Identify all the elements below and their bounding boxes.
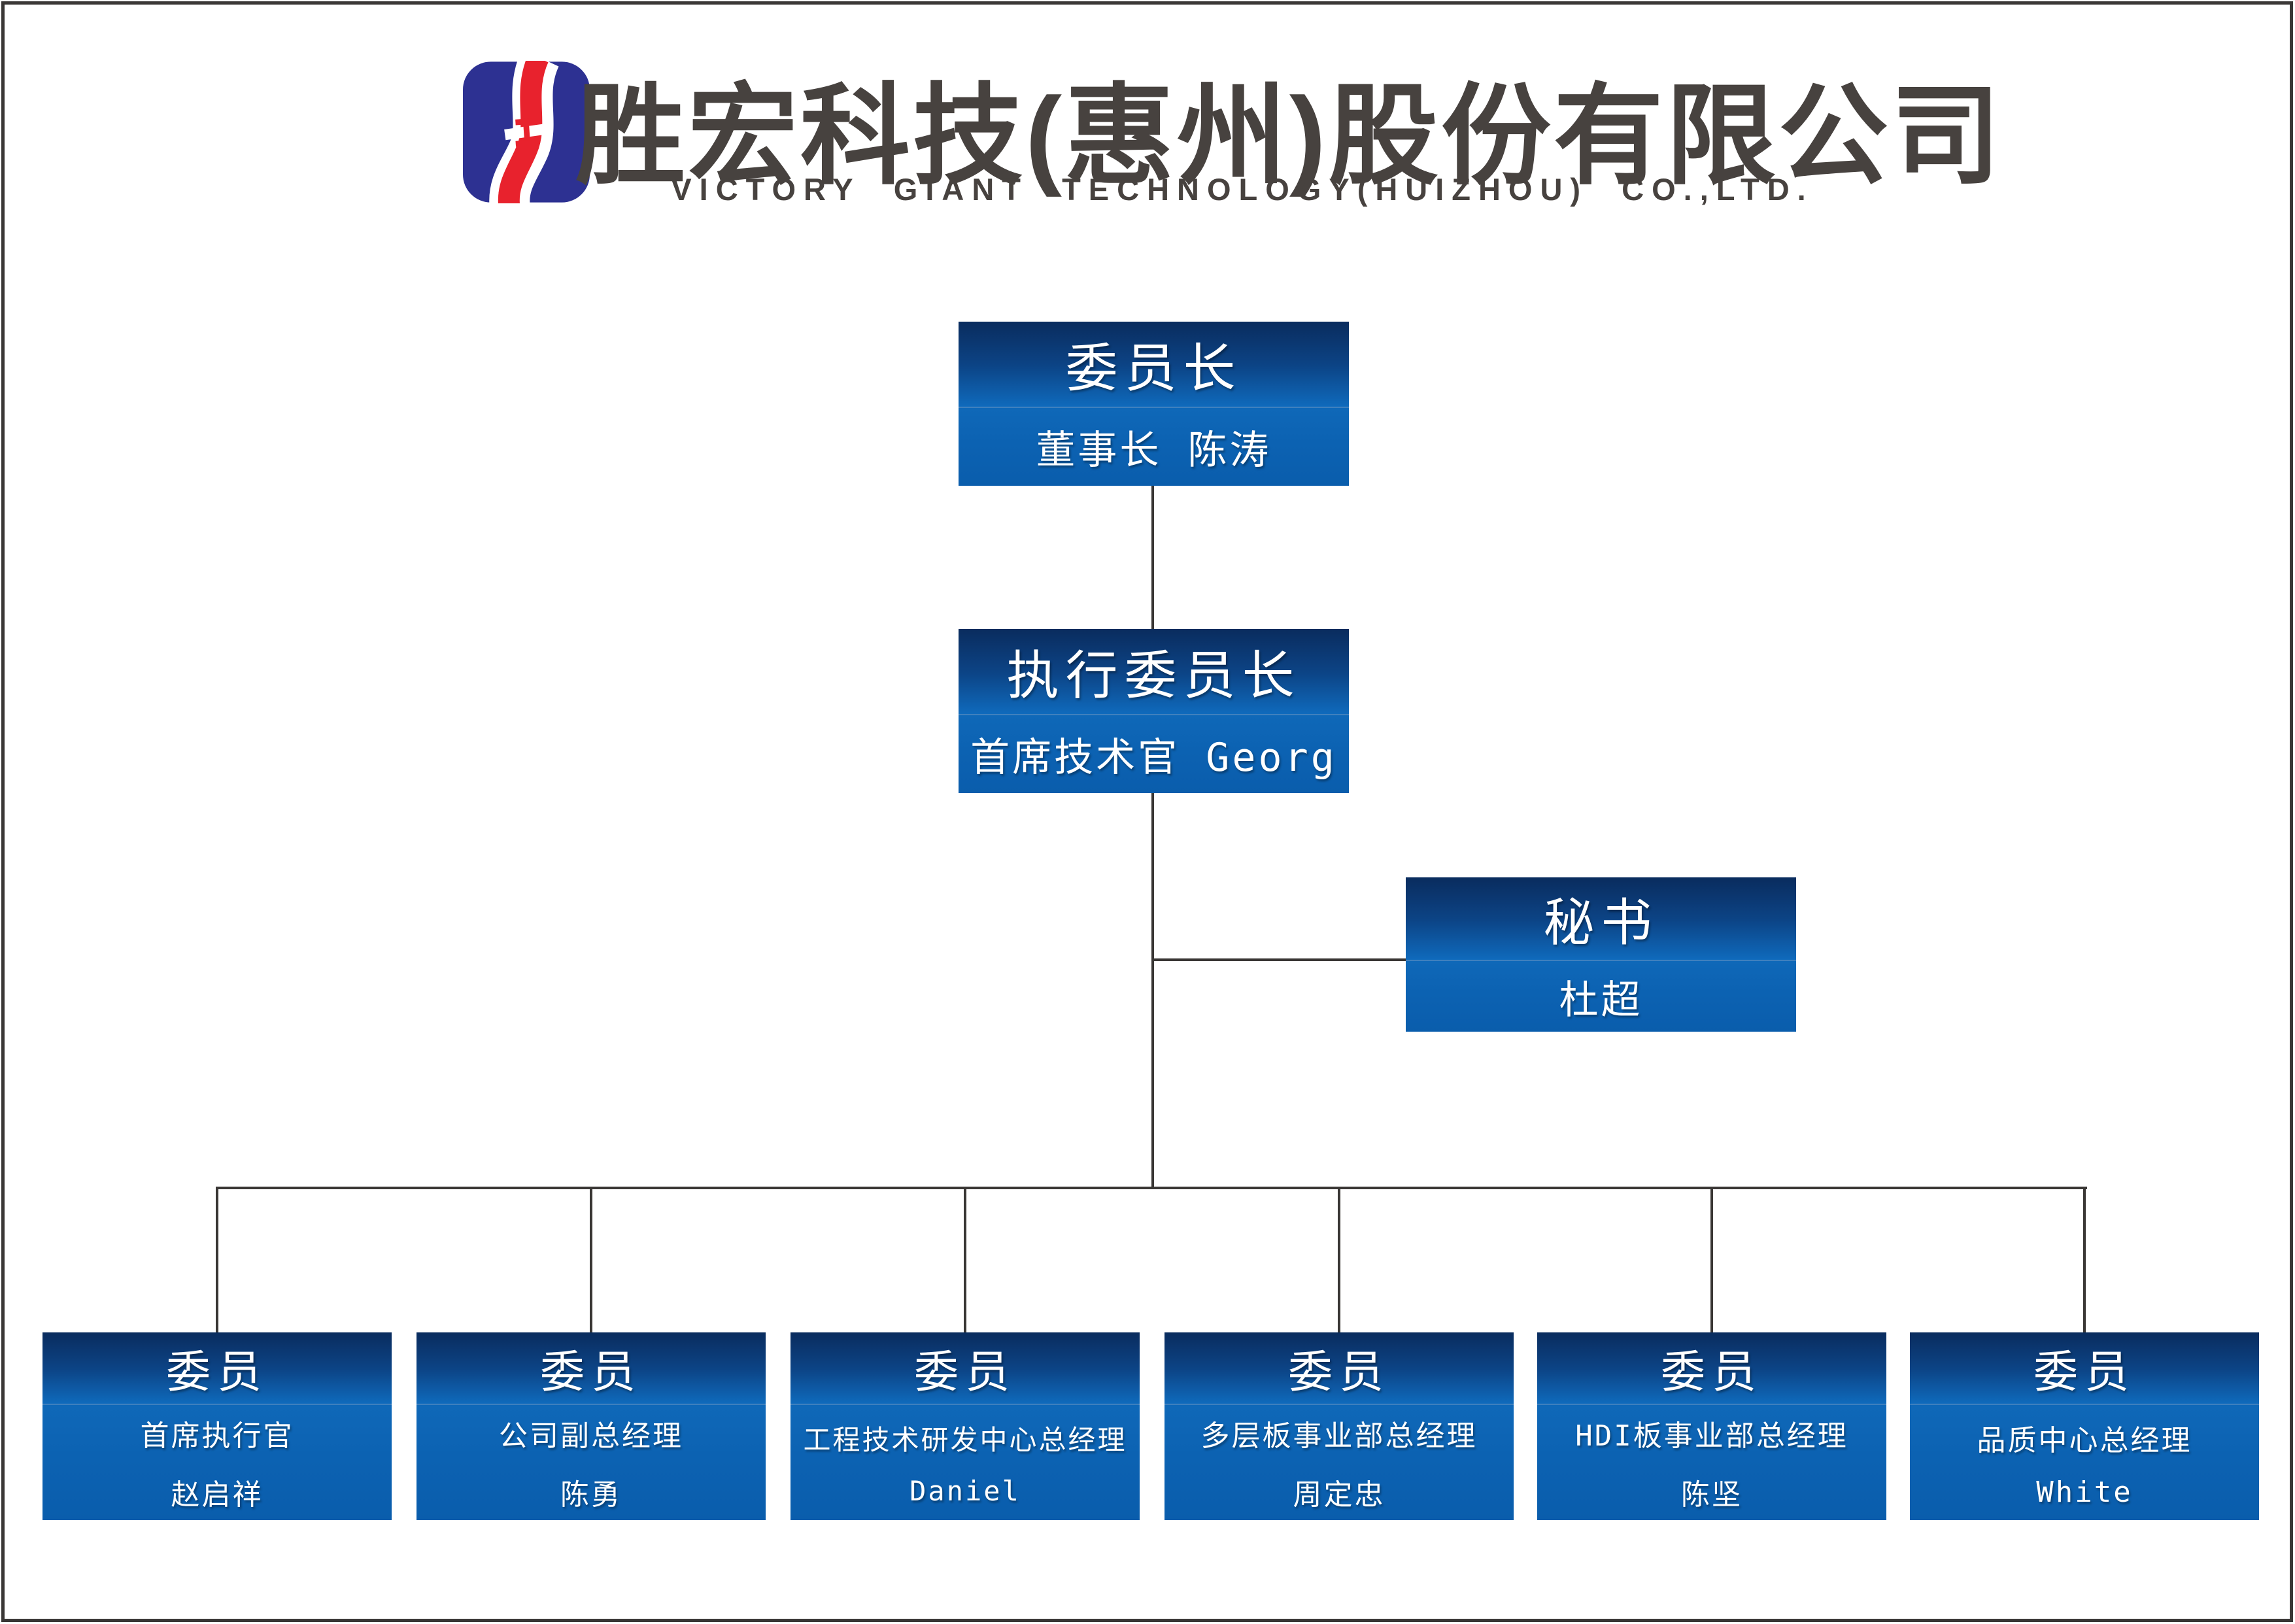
- member-1-name: 赵启祥: [171, 1478, 264, 1512]
- node-member-2: 委员 公司副总经理 陈勇: [416, 1332, 766, 1520]
- executive-chairman-person: 首席技术官 Georg: [959, 714, 1349, 793]
- company-name-english: VICTORY GIANT TECHNOLOGY(HUIZHOU) CO.,LT…: [671, 172, 1814, 207]
- member-2-title: 委员: [416, 1332, 766, 1404]
- node-member-5: 委员 HDI板事业部总经理 陈坚: [1537, 1332, 1886, 1520]
- connector-chairman-exec: [1151, 486, 1154, 629]
- connector-drop-1: [216, 1187, 218, 1332]
- member-5-name: 陈坚: [1681, 1478, 1742, 1512]
- member-1-title: 委员: [42, 1332, 392, 1404]
- node-executive-chairman: 执行委员长 首席技术官 Georg: [959, 629, 1349, 793]
- member-6-role: 品质中心总经理: [1977, 1423, 2192, 1457]
- member-4-title: 委员: [1164, 1332, 1514, 1404]
- logo-red-ribbon: [498, 61, 549, 203]
- executive-chairman-title: 执行委员长: [959, 629, 1349, 714]
- connector-secretary-branch: [1151, 958, 1406, 961]
- connector-drop-5: [1710, 1187, 1713, 1332]
- connector-drop-4: [1338, 1187, 1340, 1332]
- member-5-role: HDI板事业部总经理: [1575, 1419, 1848, 1453]
- secretary-title: 秘书: [1406, 877, 1796, 960]
- member-4-name: 周定忠: [1293, 1478, 1386, 1512]
- member-3-name: Daniel: [910, 1475, 1021, 1507]
- member-2-name: 陈勇: [560, 1478, 622, 1512]
- company-logo: [463, 61, 590, 203]
- member-4-role: 多层板事业部总经理: [1200, 1419, 1478, 1453]
- connector-exec-trunk: [1151, 793, 1154, 1189]
- member-2-role: 公司副总经理: [499, 1419, 683, 1453]
- member-6-title: 委员: [1910, 1332, 2259, 1404]
- secretary-person: 杜超: [1406, 960, 1796, 1032]
- chairman-title: 委员长: [959, 322, 1349, 407]
- logo-i-beam: [515, 118, 537, 147]
- connector-bus: [216, 1187, 2087, 1189]
- node-member-6: 委员 品质中心总经理 White: [1910, 1332, 2259, 1520]
- node-member-1: 委员 首席执行官 赵启祥: [42, 1332, 392, 1520]
- chairman-person: 董事长 陈涛: [959, 407, 1349, 486]
- company-name-chinese: 胜宏科技(惠州)股份有限公司: [575, 75, 2003, 197]
- member-6-name: White: [2036, 1475, 2133, 1509]
- connector-drop-3: [964, 1187, 966, 1332]
- node-secretary: 秘书 杜超: [1406, 877, 1796, 1032]
- node-chairman: 委员长 董事长 陈涛: [959, 322, 1349, 486]
- member-5-title: 委员: [1537, 1332, 1886, 1404]
- node-member-3: 委员 工程技术研发中心总经理 Daniel: [790, 1332, 1140, 1520]
- member-3-title: 委员: [790, 1332, 1140, 1404]
- connector-drop-6: [2083, 1187, 2086, 1332]
- member-3-role: 工程技术研发中心总经理: [803, 1424, 1127, 1456]
- node-member-4: 委员 多层板事业部总经理 周定忠: [1164, 1332, 1514, 1520]
- connector-drop-2: [590, 1187, 592, 1332]
- member-1-role: 首席执行官: [140, 1419, 294, 1453]
